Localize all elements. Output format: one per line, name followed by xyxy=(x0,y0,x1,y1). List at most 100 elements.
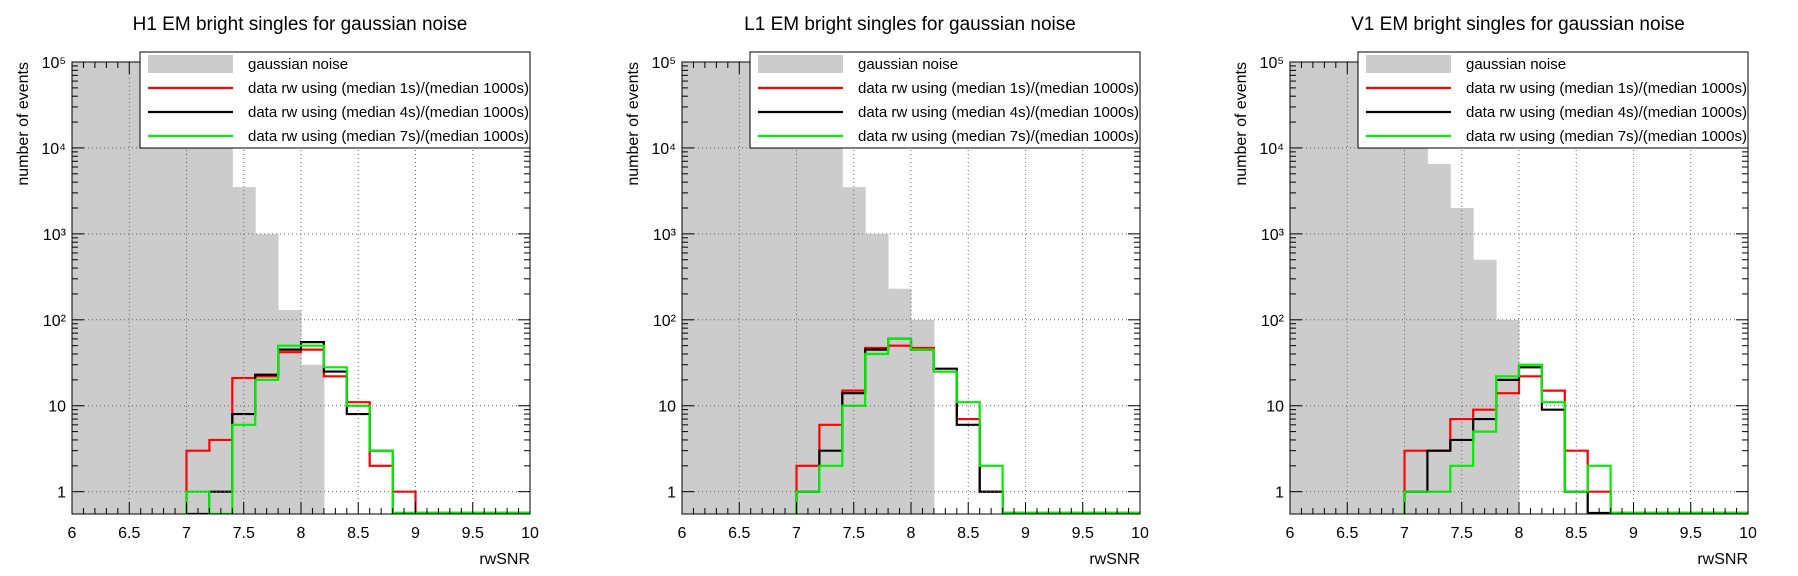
noise-bar xyxy=(1450,208,1474,514)
noise-bar xyxy=(278,310,302,514)
y-axis-label: number of events xyxy=(1233,62,1250,186)
y-axis-label: number of events xyxy=(625,62,642,186)
chart-panel-1: 6 6.5 7 7.5 8 8.5 9 9.5 10 1 10 10² 10³ 10⁴ 10⁵ H1 EM b… xyxy=(15,14,539,568)
y-tick-label: 10² xyxy=(653,313,677,330)
noise-bar xyxy=(186,62,210,514)
y-tick-label: 10³ xyxy=(43,227,67,244)
legend-label: data rw using (median 7s)/(median 1000s) xyxy=(248,128,529,145)
legend: gaussian noise data rw using (median 1s)/… xyxy=(1357,51,1749,149)
x-tick-label: 7 xyxy=(182,525,191,542)
legend: gaussian noise data rw using (median 1s)/… xyxy=(139,51,531,149)
legend-swatch xyxy=(758,55,843,73)
y-tick-label: 10⁴ xyxy=(1259,141,1284,158)
noise-bar xyxy=(911,319,935,514)
x-tick-label: 9 xyxy=(411,525,420,542)
noise-bar xyxy=(1427,164,1451,514)
y-tick-label: 10⁴ xyxy=(41,141,66,158)
x-axis-label: rwSNR xyxy=(479,551,530,568)
series-step-3 xyxy=(795,337,1004,514)
noise-bar xyxy=(72,62,96,514)
x-tick-label: 9.5 xyxy=(1680,525,1702,542)
legend: gaussian noise data rw using (median 1s)/… xyxy=(749,51,1141,149)
legend-label: data rw using (median 4s)/(median 1000s) xyxy=(858,104,1139,121)
noise-bar xyxy=(1404,96,1428,514)
x-axis-label: rwSNR xyxy=(1089,551,1140,568)
y-tick-label: 10³ xyxy=(1261,227,1285,244)
noise-bar xyxy=(682,62,706,514)
y-tick-label: 10 xyxy=(1266,399,1284,416)
x-tick-label: 7 xyxy=(792,525,801,542)
legend-label: gaussian noise xyxy=(858,56,958,73)
noise-bar xyxy=(140,62,165,514)
x-tick-label: 9.5 xyxy=(1072,525,1094,542)
y-tick-label: 10⁵ xyxy=(42,55,66,72)
noise-bar xyxy=(704,62,729,514)
x-tick-label: 6 xyxy=(1286,525,1295,542)
y-tick-label: 10⁵ xyxy=(1260,55,1284,72)
noise-bar xyxy=(163,62,187,514)
x-tick-label: 7 xyxy=(1400,525,1409,542)
chart-title: H1 EM bright singles for gaussian noise xyxy=(133,14,468,35)
x-tick-label: 8.5 xyxy=(957,525,979,542)
x-tick-label: 8 xyxy=(907,525,916,542)
series-step-1 xyxy=(795,344,1004,514)
x-tick-label: 7.5 xyxy=(843,525,865,542)
noise-bar xyxy=(796,62,820,514)
x-tick-label: 7.5 xyxy=(1451,525,1473,542)
plot-area xyxy=(682,62,1140,514)
noise-bar xyxy=(1335,62,1360,514)
x-tick-label: 10 xyxy=(1739,525,1757,542)
x-tick-label: 6 xyxy=(68,525,77,542)
y-tick-label: 10⁴ xyxy=(651,141,676,158)
x-tick-label: 8.5 xyxy=(1565,525,1587,542)
noise-bar xyxy=(301,364,325,514)
y-tick-label: 1 xyxy=(667,485,676,502)
y-tick-label: 1 xyxy=(57,485,66,502)
noise-bar xyxy=(1381,62,1405,514)
noise-bar xyxy=(1473,259,1497,514)
legend-label: data rw using (median 1s)/(median 1000s) xyxy=(1466,80,1747,97)
noise-bar xyxy=(1312,62,1337,514)
legend-label: data rw using (median 1s)/(median 1000s) xyxy=(248,80,529,97)
y-tick-label: 10² xyxy=(1261,313,1285,330)
noise-bar xyxy=(727,62,752,514)
noise-bar xyxy=(773,62,797,514)
legend-label: data rw using (median 4s)/(median 1000s) xyxy=(248,104,529,121)
legend-label: gaussian noise xyxy=(248,56,348,73)
x-axis-label: rwSNR xyxy=(1697,551,1748,568)
y-tick-label: 10² xyxy=(43,313,67,330)
x-tick-label: 8.5 xyxy=(347,525,369,542)
x-tick-label: 9.5 xyxy=(462,525,484,542)
x-tick-label: 6.5 xyxy=(1336,525,1358,542)
legend-swatch xyxy=(1366,55,1451,73)
x-tick-label: 8 xyxy=(297,525,306,542)
series-step-3 xyxy=(185,344,394,514)
noise-bar xyxy=(819,81,843,514)
y-tick-label: 1 xyxy=(1275,485,1284,502)
y-tick-label: 10⁵ xyxy=(652,55,676,72)
legend-swatch xyxy=(148,55,233,73)
noise-bar xyxy=(865,233,889,514)
y-tick-label: 10 xyxy=(48,399,66,416)
chart-panel-3: 6 6.5 7 7.5 8 8.5 9 9.5 10 1 10 10² 10³ 10⁴ 10⁵ V1 EM b… xyxy=(1233,14,1757,568)
chart-title: L1 EM bright singles for gaussian noise xyxy=(744,14,1076,35)
noise-bar xyxy=(209,81,233,514)
plot-area xyxy=(1290,62,1748,514)
legend-label: data rw using (median 7s)/(median 1000s) xyxy=(1466,128,1747,145)
noise-bar xyxy=(750,62,775,514)
plot-area xyxy=(72,62,530,514)
x-tick-label: 10 xyxy=(521,525,539,542)
x-tick-label: 6.5 xyxy=(118,525,140,542)
x-tick-label: 7.5 xyxy=(233,525,255,542)
legend-label: data rw using (median 4s)/(median 1000s) xyxy=(1466,104,1747,121)
x-tick-label: 6.5 xyxy=(728,525,750,542)
legend-label: data rw using (median 7s)/(median 1000s) xyxy=(858,128,1139,145)
x-tick-label: 9 xyxy=(1021,525,1030,542)
y-tick-label: 10 xyxy=(658,399,676,416)
x-tick-label: 8 xyxy=(1515,525,1524,542)
chart-panel-2: 6 6.5 7 7.5 8 8.5 9 9.5 10 1 10 10² 10³ 10⁴ 10⁵ L1 EM b… xyxy=(625,14,1149,568)
noise-bar xyxy=(1358,62,1383,514)
legend-label: gaussian noise xyxy=(1466,56,1566,73)
noise-bar xyxy=(117,62,142,514)
